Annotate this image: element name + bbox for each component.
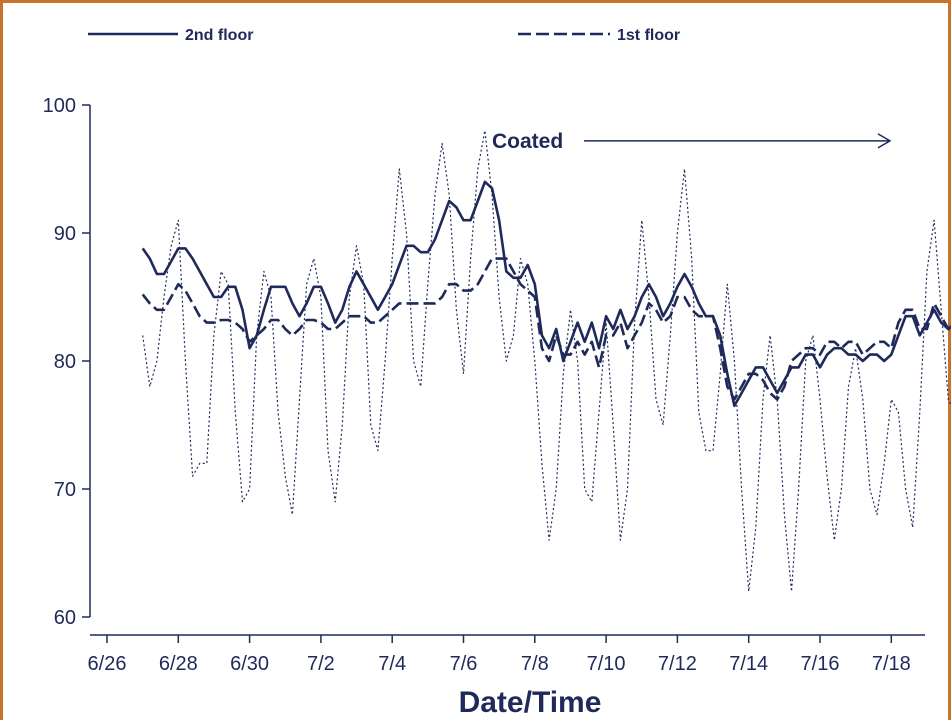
x-tick-label: 6/28 [159,653,198,675]
y-tick-label: 100 [43,95,76,117]
x-tick-label: 7/4 [378,653,406,675]
x-tick-label: 7/10 [587,653,626,675]
x-axis-label: Date/Time [459,686,602,719]
annotation-label: Coated [492,130,563,153]
legend: 2nd floor 1st floor [88,27,680,44]
y-tick-label: 80 [54,351,76,373]
x-tick-label: 7/14 [729,653,768,675]
series-line-dashed [141,257,951,401]
annotation: Coated [492,130,892,153]
x-tick-label: 7/12 [658,653,697,675]
series-line-dotted [142,130,951,592]
series-line-solid [141,180,951,408]
series-group [141,130,951,592]
y-tick-label: 90 [54,223,76,245]
legend-label: 1st floor [617,27,680,44]
x-tick-label: 7/16 [801,653,840,675]
annotation-arrow-head [877,133,892,149]
x-tick-label: 7/6 [450,653,478,675]
y-tick-label: 60 [54,607,76,629]
x-tick-label: 6/26 [88,653,127,675]
x-tick-label: 7/8 [521,653,549,675]
x-tick-label: 7/2 [307,653,335,675]
x-tick-label: 7/18 [872,653,911,675]
x-tick-label: 6/30 [230,653,269,675]
y-tick-label: 70 [54,479,76,501]
axes: 60 70 80 90 100 6/26 6/28 6/30 7/2 7/4 7/6 7/8 7/10 7… [43,95,925,675]
legend-label: 2nd floor [185,27,253,44]
